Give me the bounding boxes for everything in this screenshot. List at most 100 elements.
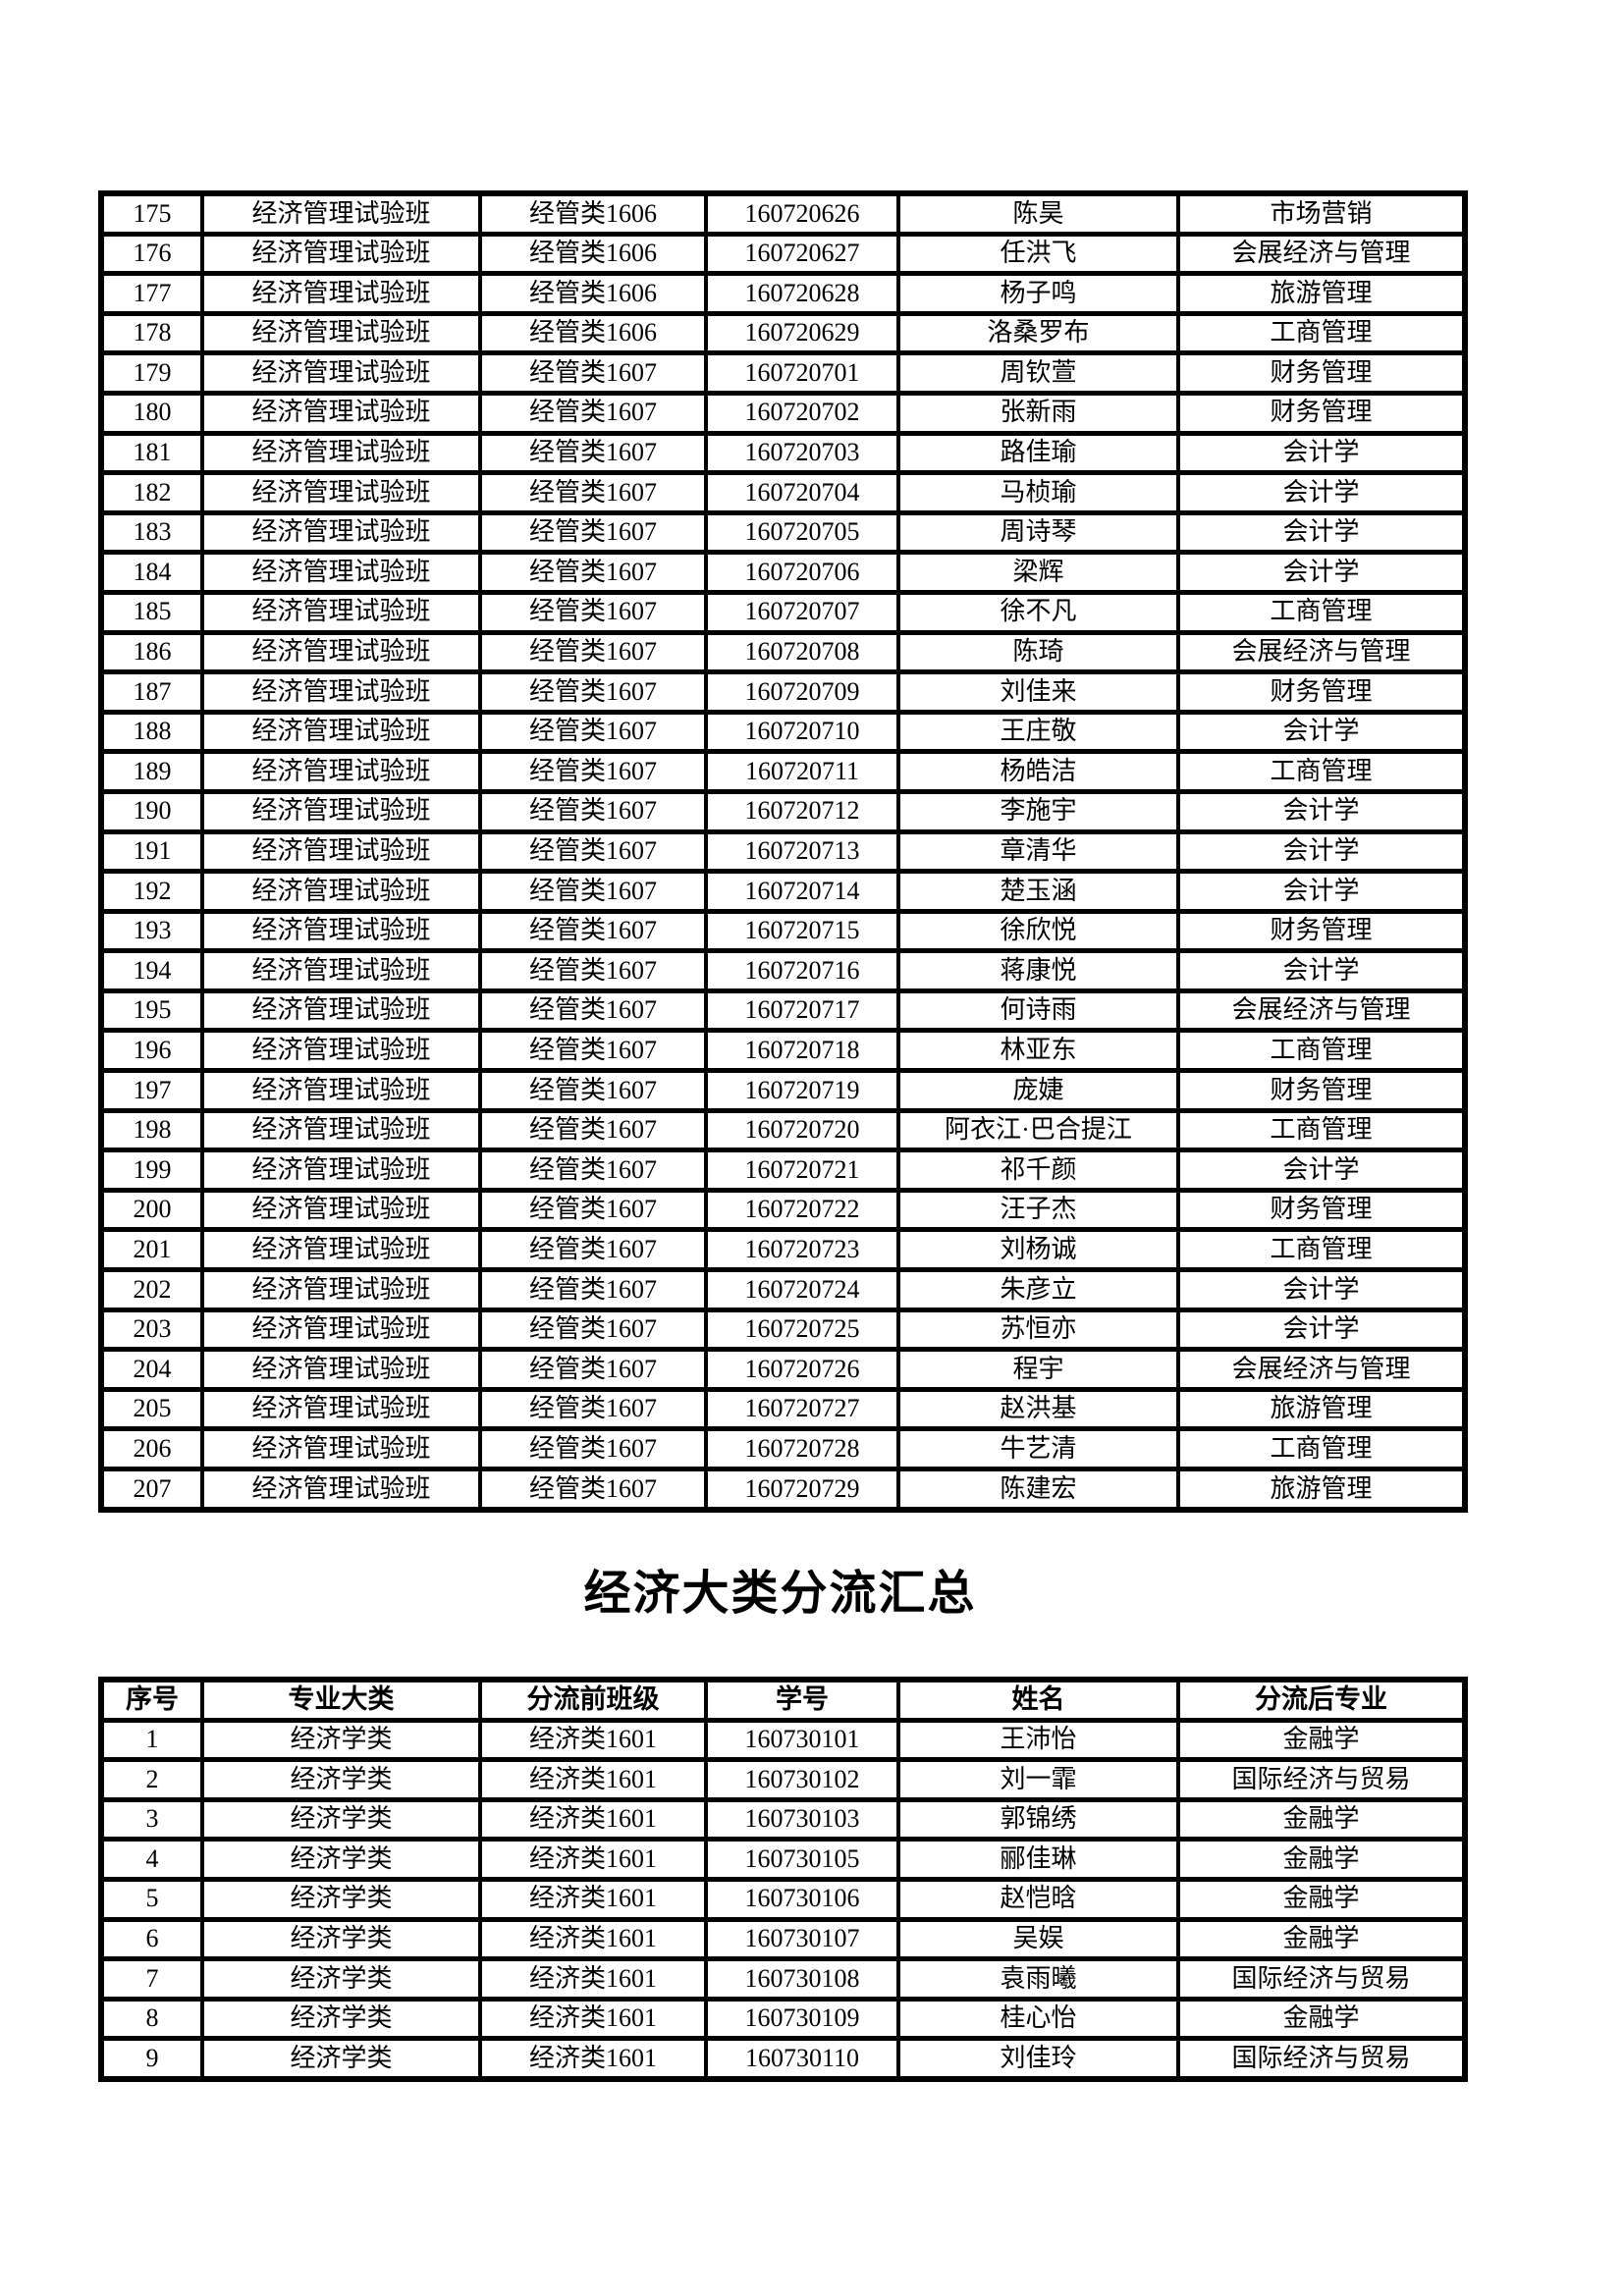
table-cell: 204 xyxy=(99,1347,204,1392)
table-cell: 杨皓洁 xyxy=(896,749,1180,794)
table-cell: 会计学 xyxy=(1176,828,1467,875)
table-cell: 189 xyxy=(99,749,204,794)
table-row: 193 经济管理试验班 经管类1607 160720715 徐欣悦 财务管理 xyxy=(99,908,1467,954)
table-cell: 经济管理试验班 xyxy=(200,709,482,755)
table-row: 207 经济管理试验班 经管类1607 160720729 陈建宏 旅游管理 xyxy=(99,1466,1467,1513)
table-cell: 经济管理试验班 xyxy=(200,589,482,635)
table-cell: 195 xyxy=(99,988,204,1034)
table-cell: 工商管理 xyxy=(1176,749,1467,794)
table-body: 1 经济学类 经济类1601 160730101 王沛怡 金融学 2 经济学类 经济类1601 1… xyxy=(99,1717,1467,2082)
table-cell: 马桢瑜 xyxy=(896,470,1180,515)
table-cell: 194 xyxy=(99,948,204,993)
table-body: 175 经济管理试验班 经管类1606 160720626 陈昊 市场营销 176 经济管理试… xyxy=(99,190,1467,1513)
table-cell: 160720714 xyxy=(704,869,900,914)
table-cell: 160720725 xyxy=(704,1307,900,1353)
table-cell: 191 xyxy=(99,828,204,875)
table-cell: 蒋康悦 xyxy=(896,948,1180,993)
table-cell: 160720720 xyxy=(704,1107,900,1153)
table-cell: 202 xyxy=(99,1267,204,1312)
table-cell: 160730110 xyxy=(704,2036,900,2082)
table-cell: 160720722 xyxy=(704,1187,900,1233)
table-cell: 经济管理试验班 xyxy=(200,669,482,715)
table-cell: 经管类1607 xyxy=(478,948,708,993)
table-cell: 经济管理试验班 xyxy=(200,1426,482,1471)
table-cell: 金融学 xyxy=(1176,1996,1467,2042)
table-cell: 会计学 xyxy=(1176,869,1467,914)
table-cell: 王庄敬 xyxy=(896,709,1180,755)
table-cell: 徐欣悦 xyxy=(896,908,1180,954)
table-cell: 经管类1607 xyxy=(478,1107,708,1153)
table-cell: 经管类1607 xyxy=(478,550,708,595)
table-cell: 经管类1607 xyxy=(478,1227,708,1273)
table-cell: 160720704 xyxy=(704,470,900,515)
table-cell: 160720706 xyxy=(704,550,900,595)
table-cell: 184 xyxy=(99,550,204,595)
table-cell: 经济管理试验班 xyxy=(200,948,482,993)
table-row: 187 经济管理试验班 经管类1607 160720709 刘佳来 财务管理 xyxy=(99,669,1467,715)
table-cell: 经济类1601 xyxy=(478,1757,708,1802)
table-cell: 181 xyxy=(99,430,204,476)
table-cell: 工商管理 xyxy=(1176,310,1467,356)
table-cell: 经济学类 xyxy=(200,1956,482,2002)
table-cell: 9 xyxy=(99,2036,204,2082)
table-cell: 3 xyxy=(99,1796,204,1842)
table-row: 201 经济管理试验班 经管类1607 160720723 刘杨诚 工商管理 xyxy=(99,1227,1467,1273)
table-cell: 经济管理试验班 xyxy=(200,629,482,675)
header-cell: 分流前班级 xyxy=(478,1677,708,1723)
table-cell: 160720712 xyxy=(704,788,900,834)
table-cell: 经管类1606 xyxy=(478,271,708,316)
table-cell: 6 xyxy=(99,1916,204,1962)
table-cell: 179 xyxy=(99,350,204,396)
table-cell: 185 xyxy=(99,589,204,635)
table-cell: 160730108 xyxy=(704,1956,900,2002)
table-cell: 会计学 xyxy=(1176,1307,1467,1353)
table-header-row: 序号 专业大类 分流前班级 学号 姓名 分流后专业 xyxy=(99,1677,1467,1723)
table-cell: 国际经济与贸易 xyxy=(1176,2036,1467,2082)
table-cell: 会计学 xyxy=(1176,470,1467,515)
table-row: 3 经济学类 经济类1601 160730103 郭锦绣 金融学 xyxy=(99,1796,1467,1842)
table-cell: 郦佳琳 xyxy=(896,1837,1180,1882)
table-cell: 160720716 xyxy=(704,948,900,993)
table-cell: 阿衣江·巴合提江 xyxy=(896,1107,1180,1153)
table-cell: 工商管理 xyxy=(1176,1107,1467,1153)
table-cell: 经济学类 xyxy=(200,1916,482,1962)
table-cell: 经济管理试验班 xyxy=(200,271,482,316)
table-cell: 赵恺晗 xyxy=(896,1876,1180,1922)
table-cell: 经济类1601 xyxy=(478,1956,708,2002)
table-row: 184 经济管理试验班 经管类1607 160720706 梁辉 会计学 xyxy=(99,550,1467,595)
table-cell: 祁千颜 xyxy=(896,1148,1180,1193)
table-row: 186 经济管理试验班 经管类1607 160720708 陈琦 会展经济与管理 xyxy=(99,629,1467,675)
table-cell: 160720726 xyxy=(704,1347,900,1392)
header-cell: 序号 xyxy=(99,1677,204,1723)
table-row: 190 经济管理试验班 经管类1607 160720712 李施宇 会计学 xyxy=(99,788,1467,834)
table-cell: 经管类1606 xyxy=(478,231,708,277)
table-cell: 经管类1606 xyxy=(478,190,708,237)
header-cell: 专业大类 xyxy=(200,1677,482,1723)
table-cell: 财务管理 xyxy=(1176,908,1467,954)
table-row: 195 经济管理试验班 经管类1607 160720717 何诗雨 会展经济与管理 xyxy=(99,988,1467,1034)
table-cell: 经济学类 xyxy=(200,2036,482,2082)
table-cell: 经济学类 xyxy=(200,1796,482,1842)
table-cell: 160720701 xyxy=(704,350,900,396)
table-row: 204 经济管理试验班 经管类1607 160720726 程宇 会展经济与管理 xyxy=(99,1347,1467,1392)
table-cell: 经管类1607 xyxy=(478,1466,708,1513)
table-cell: 旅游管理 xyxy=(1176,271,1467,316)
table-cell: 袁雨曦 xyxy=(896,1956,1180,2002)
table-row: 189 经济管理试验班 经管类1607 160720711 杨皓洁 工商管理 xyxy=(99,749,1467,794)
table-cell: 经济管理试验班 xyxy=(200,988,482,1034)
table-cell: 经管类1607 xyxy=(478,908,708,954)
table-row: 8 经济学类 经济类1601 160730109 桂心怡 金融学 xyxy=(99,1996,1467,2042)
table-row: 180 经济管理试验班 经管类1607 160720702 张新雨 财务管理 xyxy=(99,390,1467,436)
table-row: 194 经济管理试验班 经管类1607 160720716 蒋康悦 会计学 xyxy=(99,948,1467,993)
table-cell: 任洪飞 xyxy=(896,231,1180,277)
table-cell: 160730107 xyxy=(704,1916,900,1962)
table-cell: 160720721 xyxy=(704,1148,900,1193)
table-cell: 193 xyxy=(99,908,204,954)
table-row: 181 经济管理试验班 经管类1607 160720703 路佳瑜 会计学 xyxy=(99,430,1467,476)
table-cell: 经管类1606 xyxy=(478,310,708,356)
table-cell: 财务管理 xyxy=(1176,669,1467,715)
table-cell: 187 xyxy=(99,669,204,715)
page-title: 经济大类分流汇总 xyxy=(583,1568,977,1620)
table-cell: 190 xyxy=(99,788,204,834)
table-cell: 经济管理试验班 xyxy=(200,390,482,436)
